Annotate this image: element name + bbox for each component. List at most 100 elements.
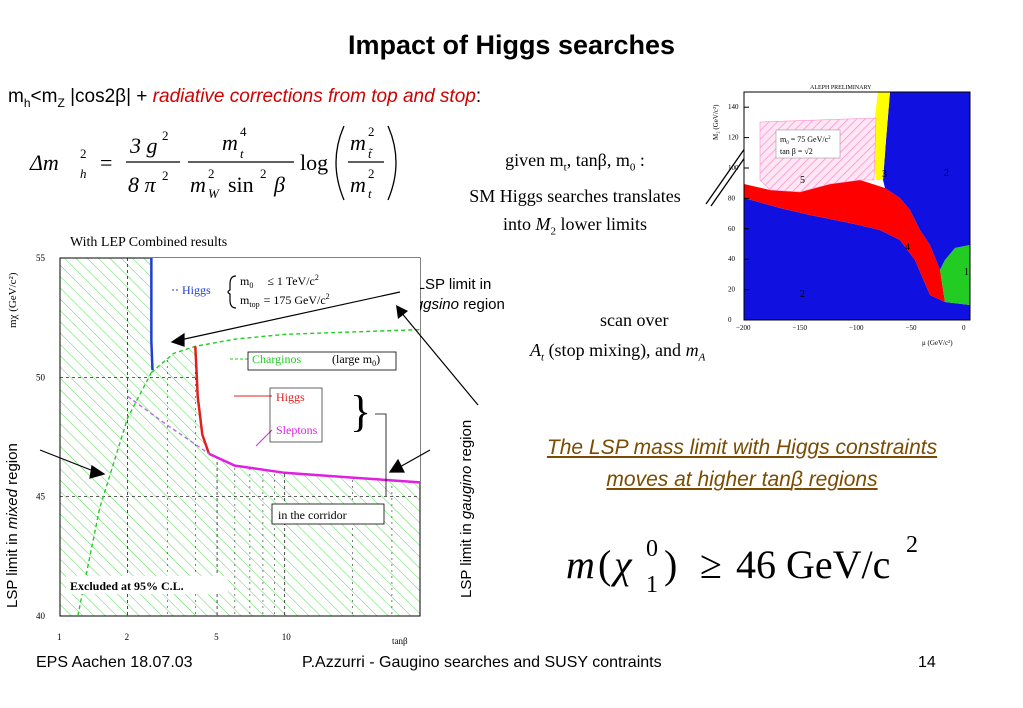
y-tick-label: 40 bbox=[36, 611, 46, 621]
parameter-box: m0 ≤ 1 TeV/c2 mtop = 175 GeV/c2 bbox=[227, 273, 330, 309]
svg-text:): ) bbox=[664, 542, 677, 587]
aleph-y-tick-label: 20 bbox=[728, 286, 736, 294]
svg-text:Δm: Δm bbox=[29, 150, 59, 175]
svg-text:0: 0 bbox=[646, 536, 658, 562]
aleph-x-tick-label: 0 bbox=[962, 324, 966, 332]
gaugino-arrow bbox=[396, 305, 479, 406]
brace-right: } bbox=[350, 387, 371, 436]
region-label-2a: 2 bbox=[944, 168, 949, 179]
intro-line: mh<mZ |cos2β| + radiative corrections fr… bbox=[8, 86, 482, 110]
svg-text:h: h bbox=[80, 166, 87, 181]
aleph-xlabel: μ (GeV/c²) bbox=[922, 339, 953, 347]
svg-text:tan β = √2: tan β = √2 bbox=[780, 147, 813, 156]
annotation-arrows bbox=[39, 291, 431, 479]
aleph-y-tick-label: 40 bbox=[728, 255, 736, 263]
svg-text:χ: χ bbox=[610, 542, 633, 587]
svg-text:2: 2 bbox=[208, 166, 215, 181]
svg-text:2: 2 bbox=[368, 166, 375, 181]
svg-text:t̃: t̃ bbox=[368, 146, 374, 161]
lsp-gaugino-label: LSP limit in gaugino region bbox=[458, 419, 475, 598]
svg-text:m: m bbox=[222, 130, 238, 155]
lsp-mixed-label: LSP limit in mixed region bbox=[4, 443, 21, 608]
svg-text:β: β bbox=[273, 172, 285, 197]
x-tick-label: 2 bbox=[125, 632, 130, 642]
region-1 bbox=[940, 245, 970, 305]
in-the-corridor-label: in the corridor bbox=[278, 508, 347, 522]
svg-text:2: 2 bbox=[368, 124, 375, 139]
series-line-0 bbox=[150, 258, 154, 371]
svg-text:(: ( bbox=[598, 542, 611, 587]
y-tick-label: 50 bbox=[36, 372, 46, 382]
svg-text:m: m bbox=[566, 542, 595, 587]
aleph-y-tick-label: 60 bbox=[728, 225, 736, 233]
x-tick-label: 10 bbox=[282, 632, 292, 642]
radiative-corrections-text: radiative corrections from top and stop bbox=[152, 86, 476, 107]
x-tick-label: 5 bbox=[214, 632, 219, 642]
svg-text:m: m bbox=[350, 172, 366, 197]
series-line-2 bbox=[194, 346, 211, 455]
region-label-1: 1 bbox=[964, 267, 969, 278]
svg-text:sin: sin bbox=[228, 172, 254, 197]
large-m0-label: (large m0) bbox=[332, 352, 380, 368]
aleph-x-tick-label: −50 bbox=[906, 324, 917, 332]
lsp-mass-vs-tanbeta-chart: With LEP Combined results 40 45 50 55 1 2 5 10… bbox=[7, 235, 431, 646]
svg-text:1: 1 bbox=[646, 572, 658, 598]
region-label-5: 5 bbox=[800, 175, 805, 186]
svg-text:m0 = 75 GeV/c2: m0 = 75 GeV/c2 bbox=[780, 135, 831, 146]
region-label-4: 4 bbox=[905, 242, 910, 253]
region-2-lower bbox=[744, 198, 970, 320]
region-2-upper bbox=[883, 92, 970, 270]
aleph-y-tick-label: 100 bbox=[728, 164, 739, 172]
svg-text:2: 2 bbox=[260, 166, 267, 181]
aleph-y-tick-label: 120 bbox=[728, 134, 739, 142]
aleph-ylabel: M₂ (GeV/c²) bbox=[712, 104, 720, 140]
svg-text:t: t bbox=[240, 146, 244, 161]
svg-text:=: = bbox=[100, 150, 112, 175]
svg-text:t: t bbox=[368, 186, 372, 201]
x-tick-label: 1 bbox=[57, 632, 62, 642]
aleph-x-tick-label: −100 bbox=[849, 324, 864, 332]
slide-title: Impact of Higgs searches bbox=[347, 30, 676, 60]
svg-text:m0≤ 1 TeV/c2: m0 ≤ 1 TeV/c2 bbox=[240, 273, 319, 290]
svg-text:m: m bbox=[350, 130, 366, 155]
conclusion-text: The LSP mass limit with Higgs constraint… bbox=[546, 436, 938, 491]
svg-text:log: log bbox=[300, 150, 328, 175]
aleph-x-tick-label: −200 bbox=[736, 324, 751, 332]
svg-text:mtop= 175 GeV/c2: mtop = 175 GeV/c2 bbox=[240, 292, 330, 309]
svg-text:3 g: 3 g bbox=[129, 133, 158, 158]
main-chart-title: With LEP Combined results bbox=[70, 235, 227, 250]
series-line-1 bbox=[150, 328, 421, 374]
svg-text:W: W bbox=[208, 186, 220, 201]
allowed-corridor bbox=[195, 329, 420, 483]
higgs-red-label: Higgs bbox=[276, 390, 305, 404]
footer-center: P.Azzurri - Gaugino searches and SUSY co… bbox=[302, 654, 662, 671]
svg-text:≥: ≥ bbox=[700, 542, 722, 587]
charginos-label: Charginos bbox=[252, 352, 301, 366]
main-ylabel: mχ (GeV/c²) bbox=[7, 272, 19, 328]
svg-text:2: 2 bbox=[162, 168, 169, 183]
svg-text:2: 2 bbox=[162, 128, 169, 143]
excluded-label: Excluded at 95% C.L. bbox=[70, 579, 184, 593]
mass-correction-formula: Δm 2 h = 3 g 2 8 π 2 m 4 t m 2 W sin 2 β… bbox=[29, 124, 397, 201]
aleph-title: ALEPH PRELIMINARY bbox=[810, 85, 872, 91]
scan-over-text: scan over At (stop mixing), and mA bbox=[530, 310, 706, 364]
series-line-3 bbox=[208, 452, 421, 484]
region-3 bbox=[872, 92, 890, 180]
lsp-mass-result: m ( χ 0 1 ) ≥ 46 GeV/c 2 bbox=[566, 532, 918, 598]
y-tick-label: 45 bbox=[36, 492, 46, 502]
svg-text:m: m bbox=[190, 172, 206, 197]
svg-text:8 π: 8 π bbox=[128, 172, 157, 197]
allowed-region-upper bbox=[151, 258, 420, 373]
sleptons-label: Sleptons bbox=[276, 423, 318, 437]
region-label-3: 3 bbox=[882, 169, 887, 180]
region-4 bbox=[744, 180, 945, 302]
aleph-y-tick-label: 140 bbox=[728, 103, 739, 111]
main-xlabel: tanβ bbox=[392, 636, 408, 646]
footer-left: EPS Aachen 18.07.03 bbox=[36, 654, 193, 671]
region-label-2b: 2 bbox=[800, 289, 805, 300]
aleph-y-tick-label: 0 bbox=[728, 316, 732, 324]
svg-text:46: 46 bbox=[736, 542, 776, 587]
footer-page-number: 14 bbox=[918, 654, 936, 671]
y-tick-label: 55 bbox=[36, 253, 46, 263]
higgs-blue-label: Higgs bbox=[182, 283, 211, 297]
